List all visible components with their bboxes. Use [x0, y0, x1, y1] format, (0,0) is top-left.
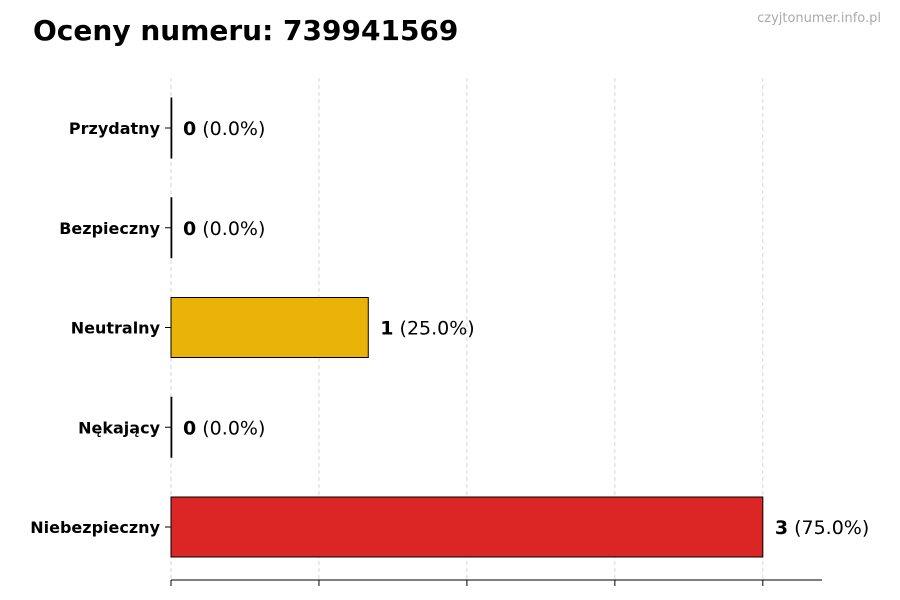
category-label: Nękający — [78, 418, 160, 437]
bar-bezpieczny — [170, 197, 173, 259]
data-label-value: 0 — [183, 118, 196, 140]
bar-neutralny — [170, 297, 369, 358]
category-label: Niebezpieczny — [30, 518, 160, 537]
chart-title: Oceny numeru: 739941569 — [33, 14, 458, 47]
data-label-percent: (0.0%) — [196, 118, 265, 140]
watermark: czyjtonumer.info.pl — [757, 11, 881, 26]
data-label: 3 (75.0%) — [775, 517, 869, 539]
data-label: 0 (0.0%) — [183, 417, 265, 439]
category-label: Przydatny — [69, 119, 161, 138]
data-label-percent: (0.0%) — [196, 218, 265, 240]
data-label-value: 0 — [183, 218, 196, 240]
bar-nękający — [170, 396, 173, 458]
category-label: Bezpieczny — [59, 219, 160, 238]
data-label: 0 (0.0%) — [183, 118, 265, 140]
data-label-value: 0 — [183, 417, 196, 439]
data-label-percent: (25.0%) — [394, 318, 475, 340]
data-label-percent: (75.0%) — [788, 517, 869, 539]
data-label-value: 3 — [775, 517, 788, 539]
bar-niebezpieczny — [170, 496, 764, 558]
category-label: Neutralny — [71, 319, 161, 338]
data-label-percent: (0.0%) — [196, 417, 265, 439]
bar-przydatny — [170, 97, 173, 159]
data-label-value: 1 — [380, 318, 393, 340]
data-label: 1 (25.0%) — [380, 318, 474, 340]
data-label: 0 (0.0%) — [183, 218, 265, 240]
